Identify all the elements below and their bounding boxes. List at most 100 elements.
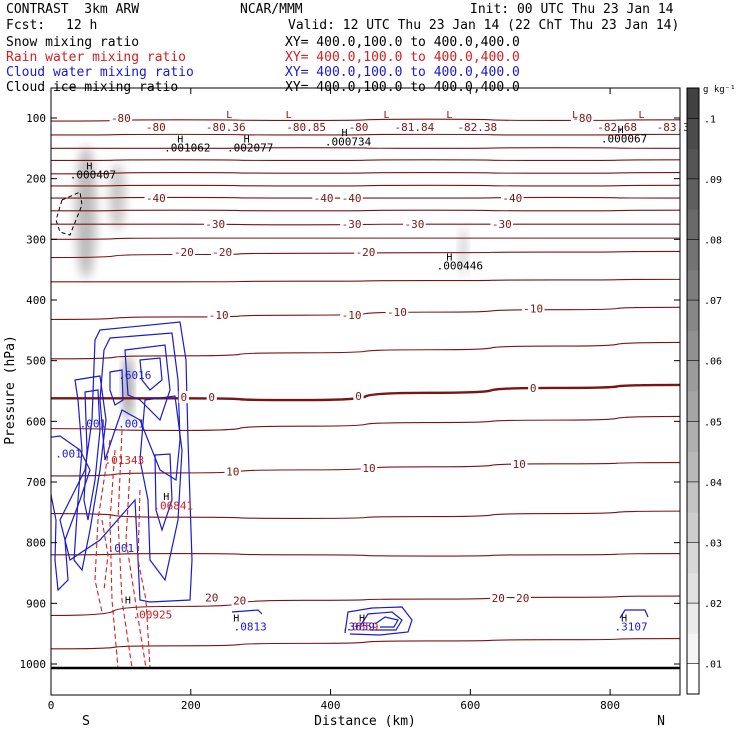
cloud-water-contour — [344, 606, 413, 636]
x-end-label-left: S — [82, 714, 90, 729]
cloud-water-contour — [231, 609, 263, 615]
colorbar-segment — [687, 330, 699, 362]
contour-label-bg — [490, 218, 514, 231]
high-marker: H — [244, 134, 250, 145]
cloud-water-contour — [154, 453, 173, 532]
field-rain-name: Rain water mixing ratio — [6, 50, 187, 65]
contour-label: 10 — [226, 466, 239, 479]
colorbar-frame — [686, 87, 700, 695]
temperature-contour — [51, 184, 680, 187]
contour-label-bg — [353, 389, 364, 402]
contour-label-bg — [203, 591, 220, 604]
contour-label: -80 — [146, 121, 166, 134]
contour-label-bg — [144, 192, 168, 205]
colorbar-segment — [687, 391, 699, 422]
contour-label-bg — [596, 121, 638, 134]
colorbar-label: .09 — [704, 175, 722, 186]
temperature-contour — [51, 147, 680, 149]
contour-label: -10 — [209, 309, 229, 322]
colorbar-segment — [687, 663, 699, 695]
contour-label-bg — [570, 112, 594, 124]
cloud-ice-contour — [55, 191, 83, 236]
colorbar-segment — [687, 148, 699, 180]
temperature-contour — [51, 553, 680, 557]
rain-water-contour — [94, 439, 111, 613]
temperature-contour — [51, 159, 680, 162]
colorbar-segment — [687, 603, 699, 634]
contour-label-bg — [109, 112, 133, 124]
contour-label-bg — [340, 309, 363, 322]
high-marker: H — [621, 614, 627, 625]
contour-label-bg — [207, 309, 231, 322]
colorbar-segment — [687, 421, 699, 453]
low-marker: L — [383, 110, 389, 121]
contour-label-bg — [456, 121, 498, 134]
contour-label: 20 — [492, 592, 505, 605]
y-tick-label: 200 — [26, 173, 46, 186]
org-title: NCAR/MMM — [240, 2, 303, 17]
field-rain-xy: XY= 400.0,100.0 to 400.0,400.0 — [285, 50, 520, 65]
field-snow-name: Snow mixing ratio — [6, 35, 140, 50]
contour-label: -80 — [111, 112, 131, 125]
contour-label-bg — [347, 121, 370, 134]
contour-label: -82.68 — [597, 121, 637, 134]
colorbar-segment — [687, 209, 699, 240]
low-marker: L — [286, 110, 292, 121]
contour-label: 20 — [205, 591, 218, 604]
extremum-value: .3659 — [342, 621, 375, 634]
temperature-contour — [51, 383, 680, 402]
contour-label: -30 — [492, 218, 512, 231]
colorbar-segment — [687, 451, 699, 483]
colorbar-label: .04 — [704, 478, 722, 489]
y-tick-label: 100 — [26, 112, 46, 125]
rain-water-contour — [125, 469, 147, 669]
model-title: CONTRAST 3km ARW — [6, 2, 140, 17]
cloud-water-contour — [124, 344, 171, 422]
high-marker: H — [177, 134, 183, 145]
colorbar-label: .1 — [704, 114, 716, 125]
cloud-water-contour — [359, 611, 403, 631]
colorbar-label: .03 — [704, 539, 722, 550]
temperature-contour — [51, 595, 680, 617]
contour-label: -40 — [314, 192, 334, 205]
field-cloudwater-xy: XY= 400.0,100.0 to 400.0,400.0 — [285, 65, 520, 80]
extremum-value: .0859 — [345, 621, 378, 634]
colorbar-segment — [687, 633, 699, 665]
contour-label-bg — [360, 462, 378, 475]
contour-label: -30 — [342, 218, 362, 231]
extremum-value: .001 — [118, 417, 145, 430]
colorbar-segment — [687, 572, 699, 604]
cloud-water-contour — [73, 375, 107, 572]
extremum-value: .001062 — [164, 141, 210, 154]
contour-label: -81.84 — [395, 121, 435, 134]
contour-label: -80.36 — [206, 121, 246, 134]
low-marker: L — [639, 110, 645, 121]
contour-label: -20 — [212, 246, 232, 259]
temperature-contour — [51, 223, 680, 226]
contour-label: -20 — [356, 246, 376, 259]
colorbar-label: .02 — [704, 599, 722, 610]
contour-label: -30 — [404, 218, 424, 231]
mixing-ratio-shading — [75, 145, 97, 279]
contour-label-bg — [340, 192, 363, 205]
extremum-value: .3107 — [615, 621, 648, 634]
extremum-value: .01343 — [105, 454, 145, 467]
colorbar-label: .08 — [704, 236, 722, 247]
extremum-value: .001 — [80, 417, 107, 430]
high-marker: H — [342, 128, 348, 139]
contour-label-bg — [285, 121, 327, 134]
extremum-value: .06841 — [153, 499, 193, 512]
contour-label-bg — [210, 246, 234, 259]
cloud-water-contour — [139, 395, 183, 582]
x-tick-label: 600 — [460, 699, 480, 712]
contour-label: -40 — [502, 192, 522, 205]
rain-water-contour — [109, 449, 119, 669]
colorbar-unit: g kg⁻¹ — [703, 85, 736, 95]
contour-label: 10 — [362, 462, 375, 475]
forecast-hour: 12 h — [66, 18, 98, 33]
colorbar-segment — [687, 542, 699, 574]
colorbar-segment — [687, 239, 699, 271]
high-marker: H — [163, 492, 169, 503]
contour-label: 0 — [180, 391, 187, 404]
